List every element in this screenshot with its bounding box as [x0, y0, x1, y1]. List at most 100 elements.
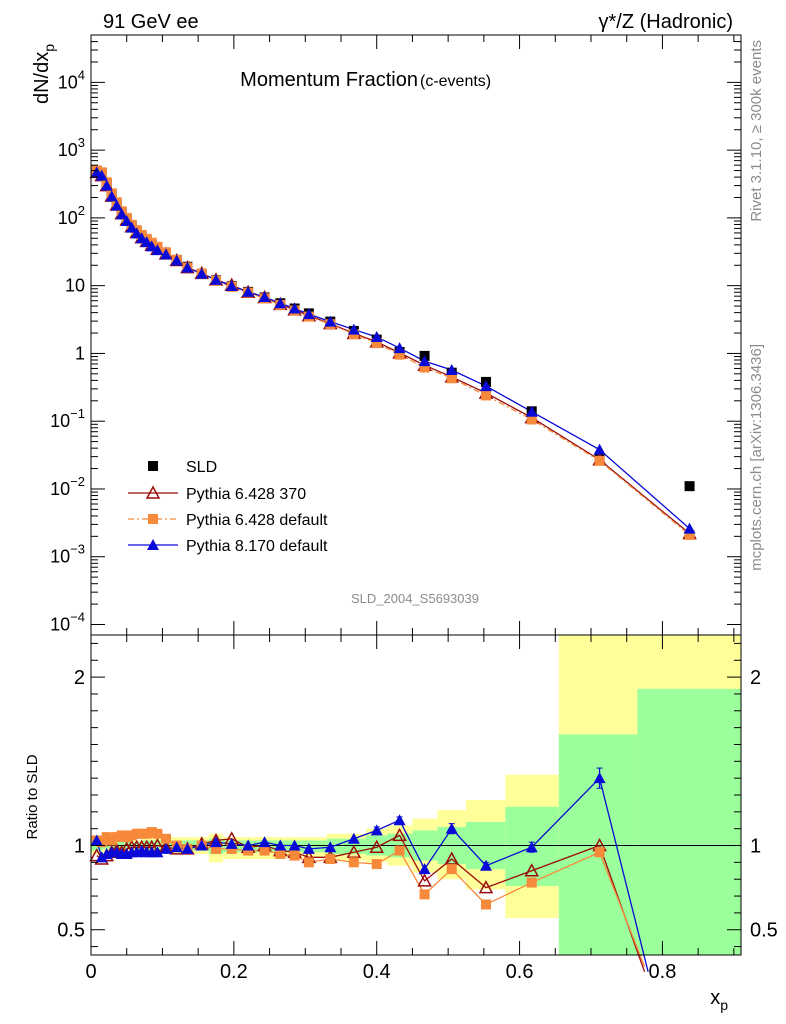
ratio-data-point: [525, 841, 538, 853]
ratio-data-point: [417, 873, 432, 887]
main-data-point: [371, 338, 382, 349]
uncertainty-band-green: [558, 734, 638, 955]
main-data-point: [130, 227, 143, 239]
ratio-data-point: [324, 841, 337, 853]
ratio-data-point: [289, 850, 300, 861]
main-data-point: [125, 221, 138, 233]
main-data-point: [110, 199, 123, 211]
main-data-point: [105, 190, 118, 202]
main-data-point: [95, 169, 108, 181]
mcplots-label: mcplots.cern.ch [arXiv:1306.3436]: [748, 344, 765, 571]
main-data-point: [480, 380, 492, 392]
ratio-data-point: [445, 822, 458, 834]
ratio-xtick-label: 0.4: [363, 961, 391, 983]
ratio-data-point: [444, 851, 459, 865]
ratio-data-point: [325, 854, 336, 864]
main-ytick-label: 1: [75, 343, 85, 363]
chart-title: Momentum Fraction: [240, 69, 418, 91]
uncertainty-band-green: [283, 840, 327, 853]
legend-label: Pythia 8.170 default: [186, 538, 328, 555]
ratio-data-point: [274, 839, 287, 851]
main-data-point: [258, 291, 271, 303]
ratio-data-point: [152, 828, 163, 839]
main-data-point: [151, 244, 164, 256]
main-panel: Momentum Fraction (c-events) dN/dxp 10−4…: [31, 34, 742, 636]
main-data-point: [302, 308, 315, 320]
main-data-point: [419, 362, 430, 373]
ratio-ytick-label-right: 1: [750, 836, 761, 858]
main-data-point: [160, 248, 172, 260]
ratio-data-point: [160, 842, 172, 854]
ratio-ytick-label: 2: [74, 667, 85, 689]
ratio-data-point: [370, 824, 383, 836]
ratio-data-point: [90, 834, 103, 846]
main-data-point: [347, 323, 360, 335]
ratio-data-point: [181, 842, 194, 854]
main-data-point: [683, 522, 696, 534]
ratio-data-point: [347, 832, 360, 844]
header-left: 91 GeV ee: [103, 11, 199, 33]
ratio-data-point: [195, 839, 208, 851]
ratio-xtick-label: 0: [85, 961, 96, 983]
ratio-data-point: [211, 843, 221, 854]
main-ytick-label: 10−3: [50, 542, 85, 567]
ratio-xlabel: xp: [710, 987, 728, 1013]
ratio-data-point: [146, 827, 157, 838]
ratio-panel: Ratio to SLD 0.5 0.5 1 1 2 2 0 0.2 0.4 0.6 0.8 xp: [24, 634, 778, 1013]
uncertainty-band-green: [637, 688, 741, 955]
ratio-data-point: [593, 772, 606, 784]
legend-label: Pythia 6.428 default: [186, 512, 328, 529]
ratio-data-point: [303, 857, 314, 868]
main-data-point: [393, 342, 406, 354]
ratio-data-point: [369, 839, 384, 853]
main-data-point: [446, 373, 457, 384]
main-data-point: [100, 179, 113, 191]
ratio-data-point: [242, 839, 255, 851]
main-data-point: [225, 279, 238, 291]
ratio-ytick-label: 1: [74, 836, 85, 858]
main-data-point: [594, 455, 605, 466]
main-data-point: [210, 273, 222, 285]
legend-marker: [145, 485, 161, 499]
main-ytick-label: 10−4: [50, 610, 85, 635]
main-data-point: [324, 315, 337, 327]
ratio-data-point: [419, 889, 430, 900]
ratio-data-point: [480, 859, 492, 871]
main-data-point: [181, 261, 194, 273]
ratio-xtick-label: 0.6: [506, 961, 534, 983]
main-data-point: [445, 363, 458, 375]
ratio-data-point: [418, 863, 431, 875]
ratio-data-point: [393, 814, 406, 826]
main-ytick-label: 10−1: [50, 406, 85, 431]
main-data-point: [394, 349, 405, 360]
main-ylabel: dN/dxp: [31, 44, 57, 104]
ratio-data-point: [594, 847, 605, 858]
main-data-point: [684, 481, 695, 492]
ratio-data-point: [288, 839, 301, 851]
main-data-point: [525, 405, 538, 417]
main-data-point: [370, 330, 383, 342]
ratio-data-point: [243, 845, 254, 856]
main-data-point: [418, 355, 431, 367]
main-data-point: [593, 443, 606, 455]
main-data-point: [288, 302, 301, 314]
analysis-tag: SLD_2004_S5693039: [351, 591, 479, 606]
rivet-label: Rivet 3.1.10, ≥ 300k events: [748, 40, 765, 222]
main-ytick-label: 103: [58, 135, 85, 160]
main-data-point: [145, 240, 158, 252]
legend-label: Pythia 6.428 370: [186, 486, 306, 503]
ratio-data-point: [394, 845, 405, 856]
main-data-point: [526, 414, 537, 425]
legend-marker: [148, 461, 158, 471]
legend: SLD Pythia 6.428 370 Pythia 6.428 default P…: [128, 459, 328, 555]
ratio-ylabel: Ratio to SLD: [24, 754, 41, 839]
main-data-point: [120, 215, 133, 227]
ratio-data-point: [210, 836, 222, 848]
main-ytick-label: 104: [58, 67, 85, 92]
ratio-data-point: [524, 863, 539, 877]
ratio-data-point: [259, 845, 270, 856]
ratio-data-point: [346, 844, 362, 859]
main-data-point: [170, 254, 183, 266]
legend-marker: [147, 539, 159, 550]
